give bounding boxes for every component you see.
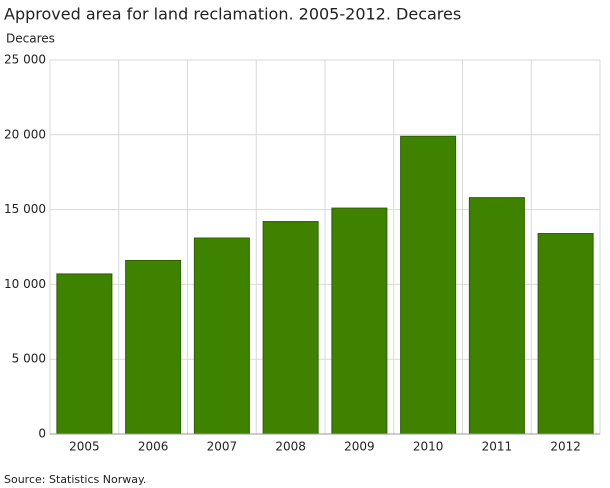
x-tick-label: 2009 (344, 440, 375, 454)
bar (537, 233, 594, 435)
chart-title: Approved area for land reclamation. 2005… (4, 5, 461, 24)
y-tick-label: 20 000 (4, 127, 46, 141)
y-tick-label: 5 000 (12, 352, 46, 366)
source: Source: Statistics Norway. (4, 473, 146, 486)
y-axis-label: Decares (6, 32, 55, 46)
x-tick-label: 2012 (550, 440, 581, 454)
bar (193, 237, 250, 435)
x-tick-label: 2010 (413, 440, 444, 454)
y-tick-label: 15 000 (4, 202, 46, 216)
bar (262, 221, 319, 435)
x-tick-label: 2006 (138, 440, 169, 454)
y-tick-label: 25 000 (4, 53, 46, 67)
bar (125, 259, 182, 435)
y-tick-label: 10 000 (4, 277, 46, 291)
bar (331, 207, 388, 435)
bar (400, 135, 457, 435)
bar (468, 197, 525, 435)
x-tick-label: 2008 (275, 440, 306, 454)
x-tick-label: 2011 (482, 440, 513, 454)
x-tick-label: 2005 (69, 440, 100, 454)
y-tick-label: 0 (38, 427, 46, 441)
x-tick-label: 2007 (207, 440, 238, 454)
bar (56, 273, 113, 435)
